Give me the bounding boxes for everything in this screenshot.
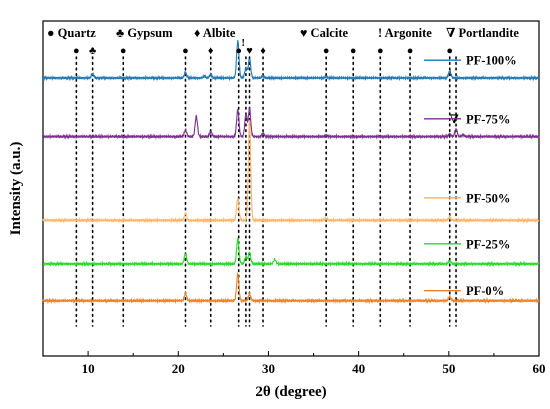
- x-tick-label: 60: [533, 361, 546, 376]
- peak-marker: ●: [235, 45, 242, 57]
- series-legend-label: PF-75%: [466, 112, 510, 126]
- series-line-pf-100: [42, 40, 540, 82]
- peak-marker: ♦: [208, 45, 214, 57]
- x-tick-label: 20: [172, 361, 185, 376]
- peak-marker: ♥: [246, 45, 253, 57]
- series-traces: [42, 40, 540, 305]
- phase-legend-item: ♣ Gypsum: [116, 26, 173, 40]
- phase-legend: ● Quartz ♣ Gypsum ♦ Albite ♥ Calcite ! Argon…: [47, 26, 519, 40]
- series-legend-label: PF-100%: [466, 54, 517, 68]
- peak-marker: ●: [407, 45, 414, 57]
- phase-legend-item: ∇ Portlandite: [446, 26, 519, 40]
- series-legend-label: PF-25%: [466, 237, 510, 251]
- series-line-pf-0: [42, 271, 540, 305]
- x-axis: 10 20 30 40 50 60: [42, 351, 546, 376]
- x-axis-label: 2θ (degree): [255, 384, 326, 400]
- reference-lines: [75, 56, 457, 327]
- phase-legend-item: ! Argonite: [378, 26, 432, 40]
- series-legend: PF-100% PF-75% PF-50% PF-25% PF-0%: [424, 54, 517, 298]
- x-tick-label: 30: [262, 361, 275, 376]
- phase-legend-item: ♦ Albite: [194, 26, 236, 40]
- peak-marker: ●: [350, 45, 357, 57]
- peak-marker: ●: [323, 45, 330, 57]
- peak-marker: ●: [120, 45, 127, 57]
- x-tick-label: 50: [442, 361, 455, 376]
- peak-marker: ●: [182, 45, 189, 57]
- phase-legend-item: ● Quartz: [47, 26, 96, 40]
- plot-area: [42, 20, 540, 357]
- peak-markers: ● ♣ ● ● ♦ ●!♥ ♦ ● ● ● ● ●∇: [73, 37, 459, 126]
- series-line-pf-50: [42, 119, 540, 224]
- x-tick-label: 40: [352, 361, 365, 376]
- x-tick-label: 10: [82, 361, 95, 376]
- phase-legend-item: ♥ Calcite: [300, 26, 348, 40]
- series-line-pf-75: [42, 107, 540, 140]
- peak-marker: ●: [73, 45, 80, 57]
- peak-marker: ♣: [89, 45, 96, 57]
- series-line-pf-25: [42, 237, 540, 268]
- y-axis-label: Intensity (a.u.): [8, 142, 24, 236]
- peak-marker: ♦: [260, 45, 266, 57]
- peak-marker: !: [241, 37, 245, 49]
- peak-marker: ●: [377, 45, 384, 57]
- series-legend-label: PF-50%: [466, 191, 510, 205]
- series-legend-label: PF-0%: [466, 284, 504, 298]
- peak-marker: ●: [446, 45, 453, 57]
